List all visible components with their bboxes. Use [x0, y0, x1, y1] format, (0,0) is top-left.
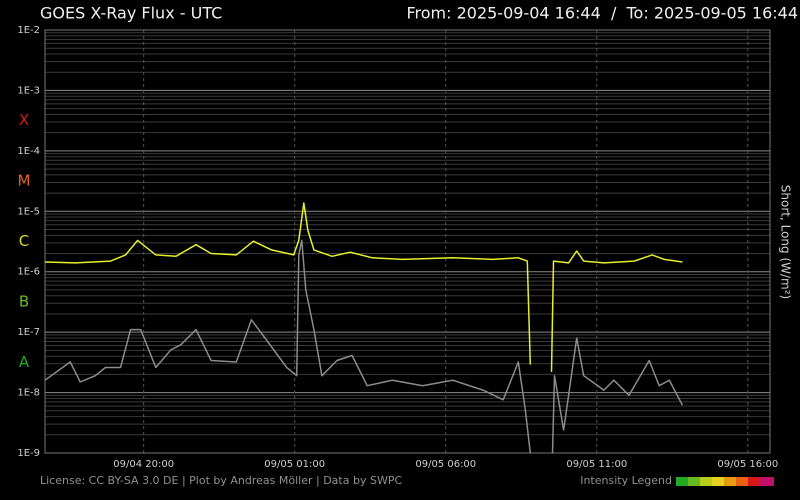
legend-swatch — [700, 477, 712, 486]
legend-swatch — [760, 477, 774, 486]
flare-class-label: A — [19, 353, 30, 371]
legend-swatch — [724, 477, 736, 486]
legend-swatch — [688, 477, 700, 486]
legend-swatch — [676, 477, 688, 486]
y-tick-label: 1E-3 — [17, 85, 40, 96]
y-tick-label: 1E-7 — [17, 327, 40, 338]
flare-class-label: C — [19, 232, 29, 250]
x-tick-label: 09/04 20:00 — [113, 459, 174, 470]
y-tick-label: 1E-5 — [17, 206, 40, 217]
series-line — [44, 202, 532, 365]
y-tick-label: 1E-4 — [17, 146, 40, 157]
footer: License: CC BY-SA 3.0 DE | Plot by Andre… — [40, 474, 402, 487]
series-line — [44, 239, 532, 454]
chart-subtitle: From: 2025-09-04 16:44 / To: 2025-09-05 … — [406, 4, 798, 23]
legend-swatch — [736, 477, 748, 486]
flare-class-label: X — [19, 111, 29, 129]
y-tick-label: 1E-2 — [17, 25, 40, 36]
intensity-legend — [676, 477, 774, 486]
legend-swatch — [712, 477, 724, 486]
x-tick-label: 09/05 06:00 — [415, 459, 476, 470]
y-tick-label: 1E-8 — [17, 388, 40, 399]
plot-frame — [44, 29, 771, 454]
x-tick-label: 09/05 11:00 — [566, 459, 627, 470]
y-axis-label: Short, Long (W/m²) — [779, 185, 793, 299]
chart-title: GOES X-Ray Flux - UTC — [40, 4, 222, 23]
x-tick-label: 09/05 16:00 — [717, 459, 778, 470]
y-tick-label: 1E-6 — [17, 267, 40, 278]
flare-class-label: M — [18, 172, 31, 190]
legend-title: Intensity Legend — [580, 474, 672, 487]
series-line — [551, 337, 684, 454]
legend-swatch — [748, 477, 760, 486]
x-tick-label: 09/05 01:00 — [264, 459, 325, 470]
flare-class-label: B — [19, 292, 29, 310]
series-line — [550, 250, 683, 372]
y-tick-label: 1E-9 — [17, 448, 40, 459]
